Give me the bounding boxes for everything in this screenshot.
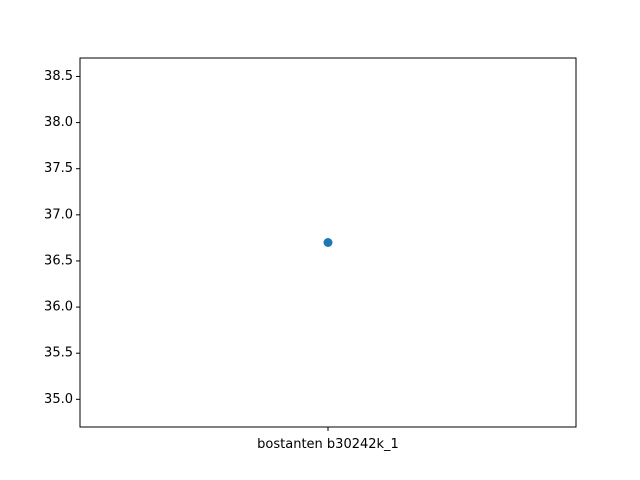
plot-frame — [79, 57, 577, 428]
y-tick-label: 35.5 — [44, 346, 73, 361]
y-tick-label: 37.0 — [44, 207, 73, 222]
y-tick-label: 37.5 — [44, 161, 73, 176]
y-tick-label: 38.0 — [44, 115, 73, 130]
x-axis: bostanten b30242k_1 — [257, 427, 399, 452]
y-tick-label: 36.5 — [44, 253, 73, 268]
y-axis: 35.0 35.5 36.0 36.5 37.0 37.5 38.0 38.5 — [44, 69, 80, 407]
y-tick-label: 38.5 — [44, 69, 73, 84]
y-tick-label: 35.0 — [44, 392, 73, 407]
data-point — [323, 238, 333, 247]
x-tick-label: bostanten b30242k_1 — [257, 437, 399, 452]
data-points — [323, 238, 333, 247]
y-tick-label: 36.0 — [44, 300, 73, 315]
